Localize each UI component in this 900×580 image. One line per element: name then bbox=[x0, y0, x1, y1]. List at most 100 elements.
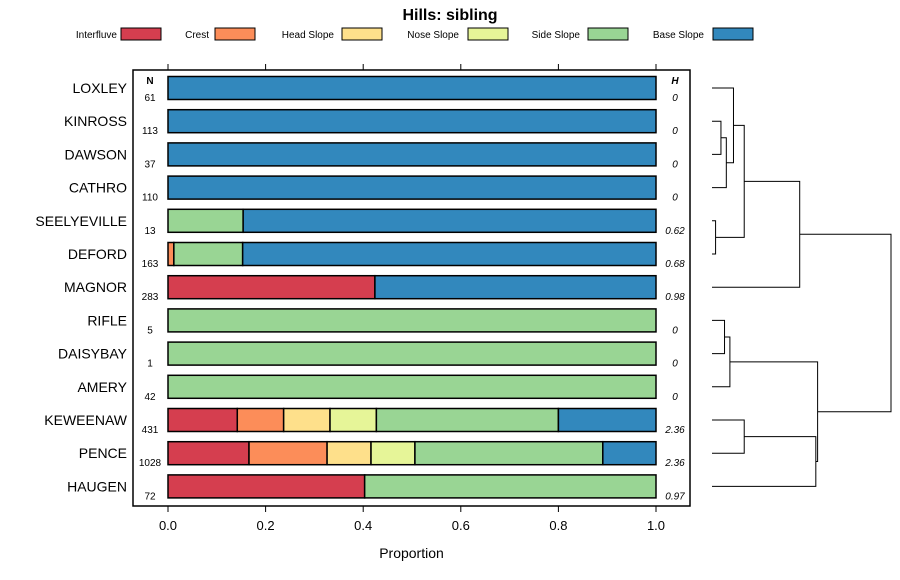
row-label-dawson: DAWSON bbox=[65, 146, 127, 162]
bar-segment-deford-side-slope bbox=[173, 241, 244, 267]
bar-segment-pence-side-slope bbox=[414, 440, 604, 466]
n-value-haugen: 72 bbox=[144, 491, 156, 502]
x-tick-label-1: 0.2 bbox=[257, 518, 275, 533]
dendrogram-branch-5 bbox=[712, 180, 801, 288]
n-value-keweenaw: 431 bbox=[142, 425, 159, 436]
legend-swatch-head-slope bbox=[341, 27, 383, 41]
row-label-keweenaw: KEWEENAW bbox=[44, 412, 127, 428]
bar-segment-seelyeville-side-slope bbox=[167, 208, 244, 234]
dendrogram bbox=[712, 87, 892, 487]
n-value-magnor: 283 bbox=[142, 292, 159, 303]
n-value-kinross: 113 bbox=[142, 126, 158, 137]
row-label-cathro: CATHRO bbox=[69, 180, 127, 196]
row-label-magnor: MAGNOR bbox=[64, 279, 127, 295]
dendrogram-branch-11 bbox=[799, 233, 892, 413]
plot-frame bbox=[132, 69, 691, 507]
legend-swatch-base-slope bbox=[712, 27, 754, 41]
h-value-deford: 0.68 bbox=[665, 259, 685, 270]
legend: Interfluve Crest Head Slope Nose Slope Side … bbox=[76, 27, 754, 41]
dendrogram-branch-1 bbox=[712, 137, 727, 189]
bar-row-kinross: KINROSS 113 0 bbox=[64, 108, 678, 137]
legend-label-side-slope: Side Slope bbox=[532, 30, 581, 41]
bar-segment-deford-base-slope bbox=[241, 241, 657, 267]
bar-segment-dawson-base-slope bbox=[167, 142, 657, 167]
bar-row-magnor: MAGNOR 283 0.98 bbox=[64, 274, 685, 303]
h-value-daisybay: 0 bbox=[672, 359, 678, 370]
bar-segment-rifle-side-slope bbox=[167, 308, 657, 333]
bar-row-cathro: CATHRO 110 0 bbox=[69, 175, 678, 204]
h-value-kinross: 0 bbox=[672, 126, 678, 137]
bar-segment-keweenaw-base-slope bbox=[557, 407, 657, 433]
dendrogram-branch-0 bbox=[712, 120, 722, 155]
bar-segment-loxley-base-slope bbox=[167, 75, 657, 101]
bar-segment-magnor-interfluve bbox=[167, 274, 376, 300]
bar-segment-keweenaw-nose-slope bbox=[329, 407, 378, 433]
bar-segment-magnor-base-slope bbox=[374, 274, 657, 300]
bar-row-loxley: LOXLEY 61 0 bbox=[73, 75, 678, 104]
n-value-cathro: 110 bbox=[142, 193, 158, 204]
bar-segment-pence-interfluve bbox=[167, 440, 250, 466]
dendrogram-branch-8 bbox=[712, 419, 745, 454]
bar-segment-haugen-side-slope bbox=[363, 474, 657, 499]
x-tick-label-0: 0.0 bbox=[159, 518, 177, 533]
h-value-pence: 2.36 bbox=[664, 458, 685, 469]
dendrogram-branch-6 bbox=[712, 319, 726, 355]
n-value-rifle: 5 bbox=[147, 325, 153, 336]
bar-row-haugen: HAUGEN 72 0.97 bbox=[67, 474, 685, 502]
x-tick-label-3: 0.6 bbox=[452, 518, 470, 533]
legend-label-crest: Crest bbox=[185, 30, 209, 41]
bar-row-daisybay: DAISYBAY 1 0 bbox=[58, 341, 678, 370]
h-value-dawson: 0 bbox=[672, 159, 678, 170]
x-tick-label-4: 0.8 bbox=[549, 518, 567, 533]
n-value-loxley: 61 bbox=[144, 93, 156, 104]
dendrogram-branch-3 bbox=[712, 87, 734, 164]
bar-row-deford: DEFORD 163 0.68 bbox=[68, 241, 685, 270]
dendrogram-branch-2 bbox=[712, 220, 717, 255]
legend-swatch-crest bbox=[214, 27, 256, 41]
h-value-rifle: 0 bbox=[672, 325, 678, 336]
bar-row-keweenaw: KEWEENAW 431 2.36 bbox=[44, 407, 685, 436]
n-value-deford: 163 bbox=[142, 259, 159, 270]
legend-label-nose-slope: Nose Slope bbox=[407, 30, 459, 41]
dendrogram-branch-10 bbox=[729, 361, 819, 462]
row-label-amery: AMERY bbox=[77, 379, 127, 395]
legend-swatch-nose-slope bbox=[467, 27, 509, 41]
row-label-rifle: RIFLE bbox=[87, 312, 127, 328]
row-label-seelyeville: SEELYEVILLE bbox=[35, 213, 127, 229]
bar-row-amery: AMERY 42 0 bbox=[77, 374, 678, 403]
bar-segment-pence-crest bbox=[248, 440, 328, 466]
bar-segment-deford-crest bbox=[167, 241, 175, 267]
row-label-daisybay: DAISYBAY bbox=[58, 346, 128, 362]
h-value-haugen: 0.97 bbox=[665, 491, 685, 502]
row-label-haugen: HAUGEN bbox=[67, 478, 127, 494]
bar-segment-amery-side-slope bbox=[167, 374, 657, 400]
dendrogram-branch-9 bbox=[712, 436, 817, 487]
row-label-loxley: LOXLEY bbox=[73, 80, 128, 96]
legend-swatch-interfluve bbox=[120, 27, 162, 41]
bar-segment-seelyeville-base-slope bbox=[242, 208, 657, 234]
bar-segment-keweenaw-crest bbox=[236, 407, 285, 433]
x-tick-label-5: 1.0 bbox=[647, 518, 665, 533]
h-value-loxley: 0 bbox=[672, 93, 678, 104]
h-value-amery: 0 bbox=[672, 392, 678, 403]
h-value-keweenaw: 2.36 bbox=[664, 425, 685, 436]
chart-title: Hills: sibling bbox=[402, 7, 497, 24]
dendrogram-branch-7 bbox=[712, 336, 731, 388]
x-tick-label-2: 0.4 bbox=[354, 518, 372, 533]
x-axis: 0.0 0.2 0.4 0.6 0.8 1.0 bbox=[159, 64, 665, 533]
n-value-daisybay: 1 bbox=[147, 359, 153, 370]
bar-segment-keweenaw-head-slope bbox=[282, 407, 331, 433]
bar-row-rifle: RIFLE 5 0 bbox=[87, 308, 678, 336]
bar-segment-keweenaw-side-slope bbox=[375, 407, 560, 433]
h-value-seelyeville: 0.62 bbox=[665, 226, 685, 237]
row-label-deford: DEFORD bbox=[68, 246, 127, 262]
bar-segment-daisybay-side-slope bbox=[167, 341, 657, 366]
h-value-magnor: 0.98 bbox=[665, 292, 685, 303]
bar-row-seelyeville: SEELYEVILLE 13 0.62 bbox=[35, 208, 685, 237]
bar-segment-cathro-base-slope bbox=[167, 175, 657, 200]
n-value-pence: 1028 bbox=[139, 458, 162, 469]
bar-segment-kinross-base-slope bbox=[167, 108, 657, 134]
bar-segment-haugen-interfluve bbox=[167, 474, 366, 499]
legend-swatch-side-slope bbox=[587, 27, 629, 41]
